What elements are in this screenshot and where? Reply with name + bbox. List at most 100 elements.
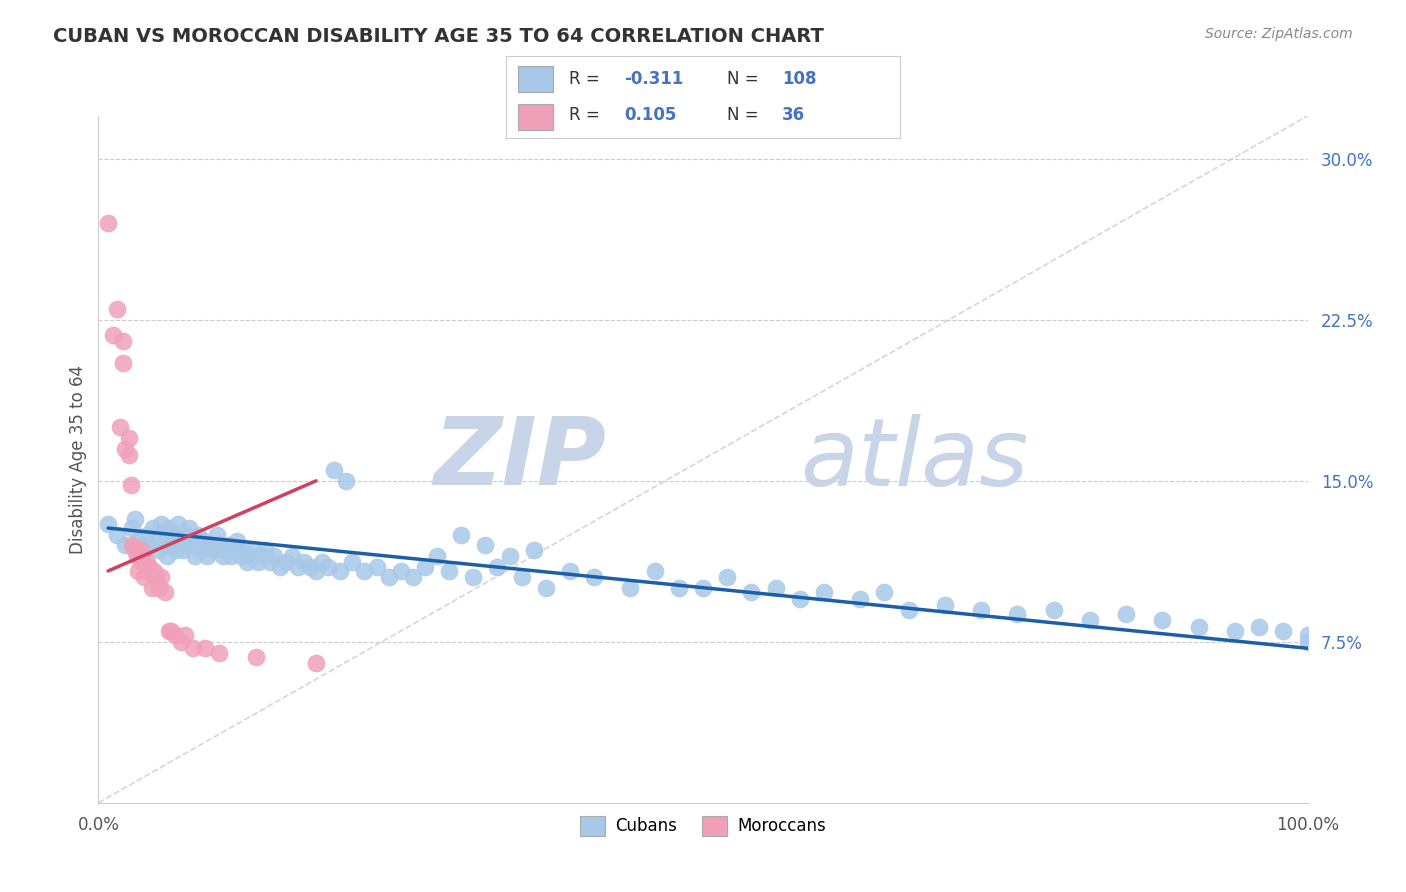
- Point: [242, 542, 264, 557]
- Point: [135, 564, 157, 578]
- Point: [498, 549, 520, 563]
- Point: [138, 559, 160, 574]
- Point: [121, 538, 143, 552]
- Text: R =: R =: [569, 106, 605, 124]
- Text: N =: N =: [727, 106, 763, 124]
- Point: [229, 549, 252, 563]
- Point: [897, 602, 920, 616]
- Point: [849, 591, 872, 606]
- Point: [187, 527, 209, 541]
- Point: [166, 527, 188, 541]
- Point: [153, 585, 176, 599]
- Point: [205, 527, 228, 541]
- Point: [474, 538, 496, 552]
- Point: [292, 555, 315, 570]
- Point: [287, 559, 309, 574]
- Point: [1296, 635, 1319, 649]
- Point: [193, 533, 215, 548]
- Point: [1042, 602, 1064, 616]
- Point: [236, 555, 259, 570]
- Point: [177, 533, 200, 548]
- Point: [281, 549, 304, 563]
- Legend: Cubans, Moroccans: Cubans, Moroccans: [574, 809, 832, 843]
- Point: [179, 521, 201, 535]
- Point: [311, 555, 333, 570]
- Point: [108, 420, 131, 434]
- Point: [789, 591, 811, 606]
- Point: [254, 542, 277, 557]
- Point: [141, 581, 163, 595]
- Point: [316, 559, 339, 574]
- Point: [259, 555, 281, 570]
- Point: [118, 448, 141, 462]
- Point: [124, 542, 146, 557]
- Point: [644, 564, 666, 578]
- Text: 0.105: 0.105: [624, 106, 676, 124]
- Point: [143, 564, 166, 578]
- Point: [274, 555, 297, 570]
- Point: [1078, 613, 1101, 627]
- Point: [105, 527, 128, 541]
- Point: [111, 334, 134, 349]
- Point: [873, 585, 896, 599]
- Point: [101, 327, 124, 342]
- Point: [160, 538, 183, 552]
- Point: [145, 570, 167, 584]
- Point: [329, 564, 352, 578]
- Point: [181, 538, 204, 552]
- Point: [174, 527, 197, 541]
- Point: [167, 516, 190, 531]
- Text: N =: N =: [727, 70, 763, 88]
- Text: 108: 108: [782, 70, 817, 88]
- Point: [163, 628, 186, 642]
- Point: [214, 542, 236, 557]
- Point: [135, 527, 157, 541]
- Point: [127, 533, 149, 548]
- Point: [194, 641, 217, 656]
- Text: Source: ZipAtlas.com: Source: ZipAtlas.com: [1205, 27, 1353, 41]
- Point: [1296, 628, 1319, 642]
- Point: [510, 570, 533, 584]
- Point: [1007, 607, 1029, 621]
- Point: [239, 549, 262, 563]
- Point: [245, 649, 267, 664]
- Point: [486, 559, 509, 574]
- Point: [202, 542, 225, 557]
- Point: [148, 581, 170, 595]
- Point: [160, 624, 183, 639]
- Point: [765, 581, 787, 595]
- Text: 36: 36: [782, 106, 804, 124]
- Point: [523, 542, 546, 557]
- Point: [190, 542, 212, 557]
- Point: [232, 542, 254, 557]
- Point: [118, 431, 141, 445]
- Point: [716, 570, 738, 584]
- Point: [1223, 624, 1246, 639]
- Point: [402, 570, 425, 584]
- Text: R =: R =: [569, 70, 605, 88]
- Point: [813, 585, 835, 599]
- Point: [218, 538, 240, 552]
- FancyBboxPatch shape: [517, 66, 554, 92]
- Point: [121, 521, 143, 535]
- Point: [131, 555, 153, 570]
- Point: [970, 602, 993, 616]
- Point: [463, 570, 485, 584]
- Point: [145, 533, 167, 548]
- Point: [127, 564, 149, 578]
- Point: [135, 555, 157, 570]
- Point: [208, 538, 231, 552]
- Point: [366, 559, 388, 574]
- Text: CUBAN VS MOROCCAN DISABILITY AGE 35 TO 64 CORRELATION CHART: CUBAN VS MOROCCAN DISABILITY AGE 35 TO 6…: [53, 27, 824, 45]
- Point: [426, 549, 449, 563]
- Point: [353, 564, 375, 578]
- Point: [181, 641, 204, 656]
- Point: [120, 478, 142, 492]
- Point: [165, 542, 187, 557]
- Point: [299, 559, 322, 574]
- Point: [740, 585, 762, 599]
- Point: [1272, 624, 1295, 639]
- Point: [142, 521, 165, 535]
- Point: [105, 302, 128, 317]
- Point: [1188, 620, 1211, 634]
